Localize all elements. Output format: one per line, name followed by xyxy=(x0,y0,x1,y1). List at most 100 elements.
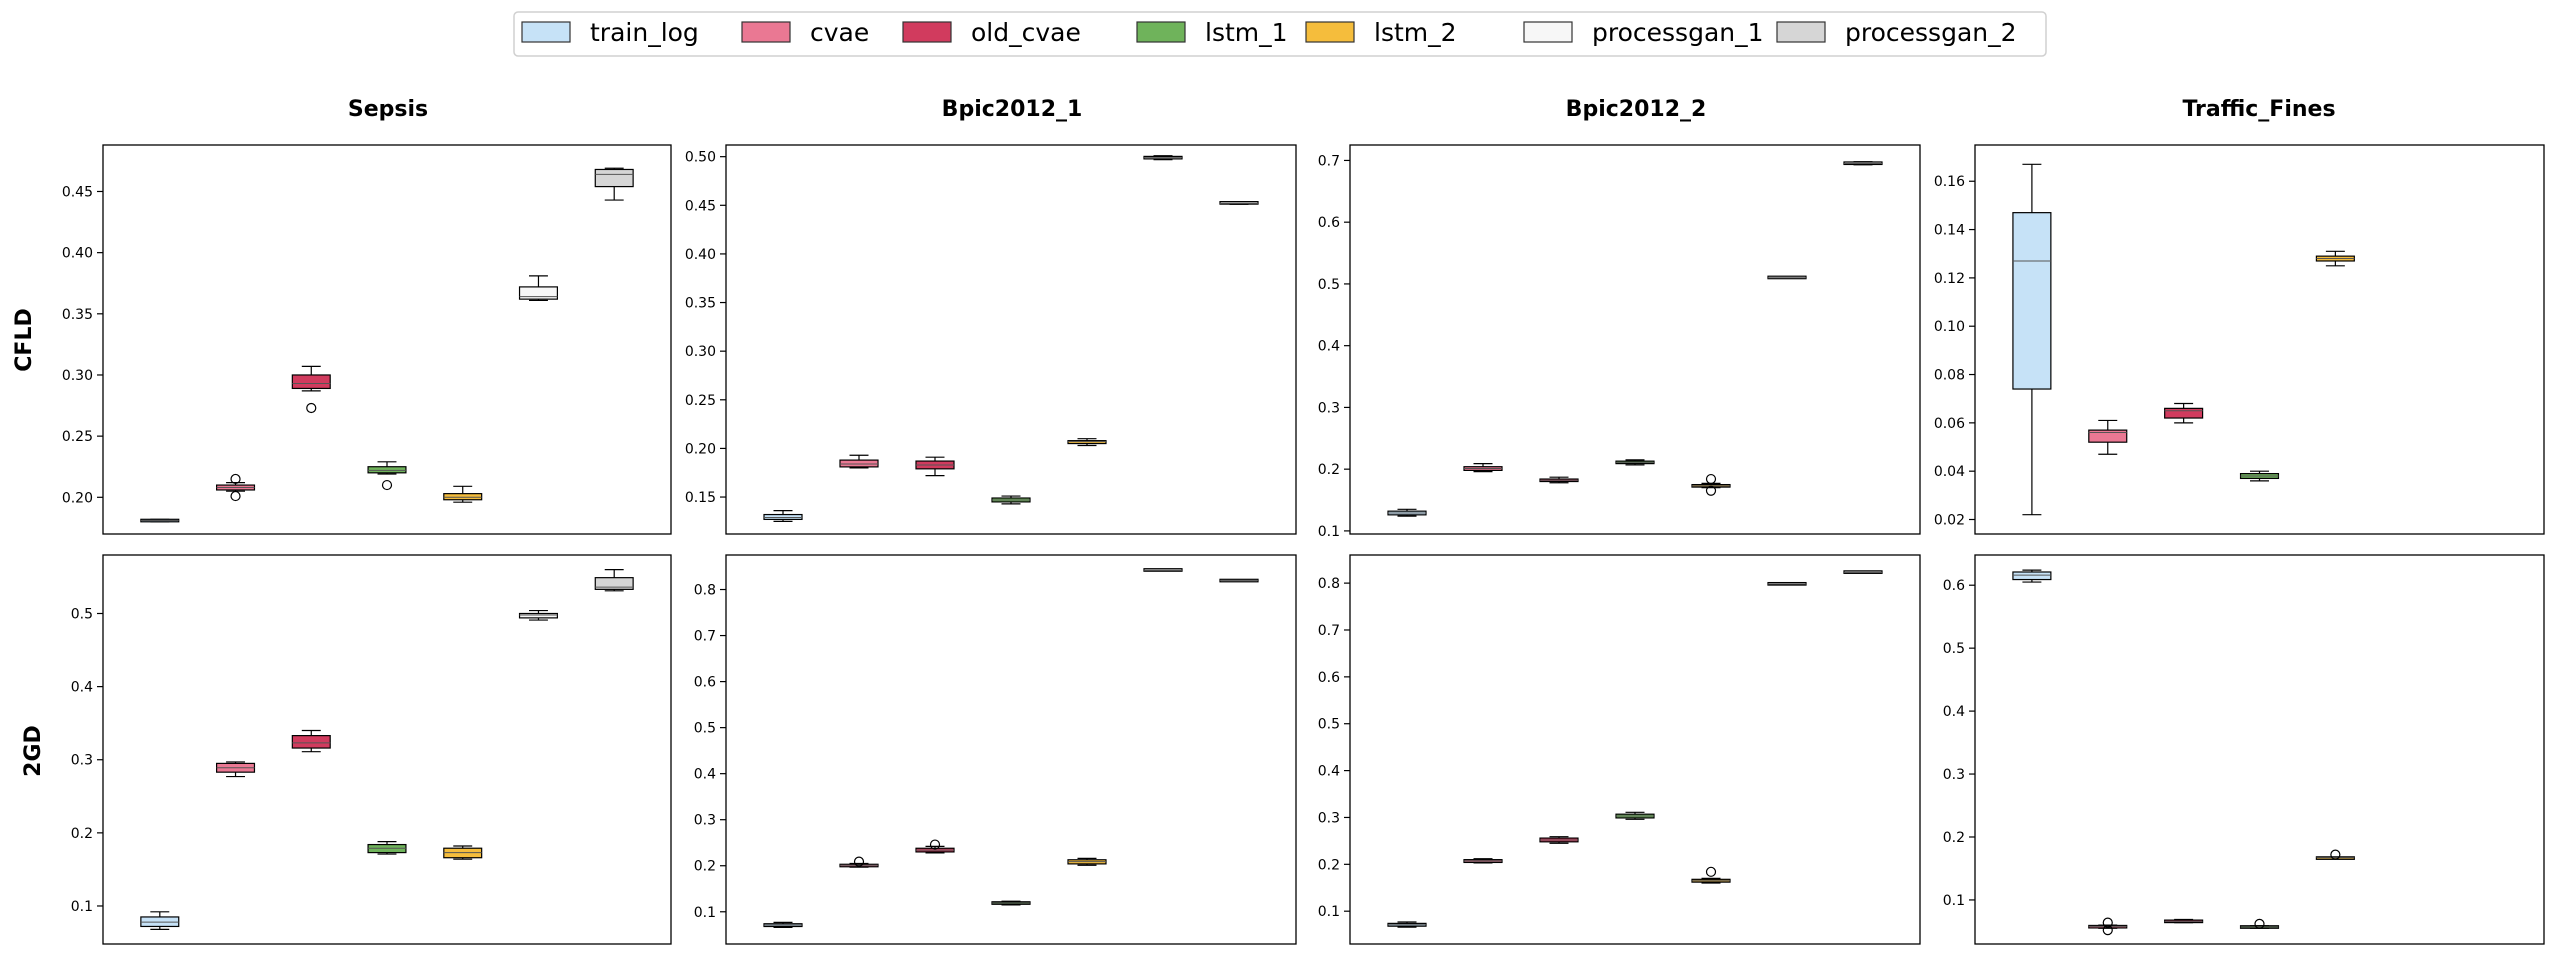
y-tick-label: 0.4 xyxy=(694,767,716,783)
outlier-point xyxy=(1705,485,1717,496)
y-tick-label: 0.25 xyxy=(62,429,93,445)
outlier-point xyxy=(1705,473,1717,485)
panel-frame xyxy=(102,144,672,535)
box-lstm-2 xyxy=(443,485,483,503)
box-lstm-1 xyxy=(1615,811,1655,820)
box-cvae xyxy=(2088,917,2128,936)
y-tick-label: 0.35 xyxy=(62,307,93,323)
box-processgan-2 xyxy=(1843,161,1883,166)
y-tick-label: 0.2 xyxy=(1318,462,1340,478)
iqr-box xyxy=(443,493,483,501)
box-cvae xyxy=(216,473,256,502)
panel-frame xyxy=(1974,554,2545,945)
y-tick-label: 0.8 xyxy=(694,583,716,599)
y-tick-label: 0.04 xyxy=(1934,464,1965,480)
legend-item-old-cvae: old_cvae xyxy=(902,18,1081,47)
y-tick-label: 0.5 xyxy=(1943,641,1965,657)
y-tick-label: 0.1 xyxy=(1318,524,1340,540)
box-train-log xyxy=(2012,163,2052,516)
box-lstm-1 xyxy=(1615,459,1655,466)
box-lstm-1 xyxy=(367,461,407,491)
row-title-cfld: CFLD xyxy=(12,308,37,371)
legend-label: lstm_2 xyxy=(1374,18,1457,47)
panel-2gd-bpic2012-2: 0.1 0.2 0.3 0.4 0.5 0.6 0.7 0.8 xyxy=(1318,554,1921,945)
y-tick-label: 0.40 xyxy=(62,246,93,262)
outlier-point xyxy=(230,490,241,502)
y-tick-label: 0.5 xyxy=(1318,277,1340,293)
iqr-box xyxy=(2088,429,2128,443)
box-lstm-1 xyxy=(991,495,1031,505)
y-tick-label: 0.3 xyxy=(1943,767,1965,783)
y-tick-label: 0.08 xyxy=(1934,368,1965,384)
y-tick-label: 0.7 xyxy=(1318,623,1340,639)
legend-label: processgan_1 xyxy=(1592,18,1764,47)
y-tick-label: 0.1 xyxy=(694,905,716,921)
outlier-point xyxy=(2102,925,2113,936)
column-title-traffic-fines: Traffic_Fines xyxy=(2182,97,2335,122)
y-tick-label: 0.40 xyxy=(685,247,716,263)
box-train-log xyxy=(1387,921,1427,928)
outlier-point xyxy=(853,856,865,867)
legend-label: lstm_1 xyxy=(1205,18,1288,47)
iqr-box xyxy=(518,286,558,300)
legend-label: train_log xyxy=(590,18,699,47)
legend-swatch xyxy=(1305,21,1355,43)
panel-frame xyxy=(725,554,1297,945)
y-tick-label: 0.16 xyxy=(1934,174,1965,190)
y-tick-label: 0.5 xyxy=(694,721,716,737)
outlier-point xyxy=(2330,849,2341,860)
box-processgan-2 xyxy=(1219,201,1259,205)
box-train-log xyxy=(763,510,803,522)
box-processgan-1 xyxy=(518,609,558,621)
column-titles: Sepsis Bpic2012_1 Bpic2012_2 Traffic_Fin… xyxy=(348,97,2336,122)
panel-frame xyxy=(1349,144,1921,535)
box-lstm-2 xyxy=(2315,250,2355,267)
y-tick-label: 0.6 xyxy=(1318,215,1340,231)
outlier-point xyxy=(2254,918,2265,929)
box-old-cvae xyxy=(1539,476,1579,484)
y-tick-label: 0.3 xyxy=(694,813,716,829)
y-tick-label: 0.50 xyxy=(685,150,716,166)
panel-2gd-traffic-fines: 0.1 0.2 0.3 0.4 0.5 0.6 xyxy=(1943,554,2545,945)
legend-item-lstm-2: lstm_2 xyxy=(1305,18,1457,47)
box-cvae xyxy=(1463,858,1503,864)
outlier-point xyxy=(1705,866,1717,877)
y-tick-label: 0.1 xyxy=(1943,893,1965,909)
y-tick-label: 0.5 xyxy=(71,606,93,622)
box-processgan-1 xyxy=(1767,581,1807,586)
y-tick-label: 0.6 xyxy=(694,675,716,691)
box-processgan-1 xyxy=(1767,275,1807,280)
iqr-box xyxy=(291,374,331,390)
box-lstm-1 xyxy=(991,900,1031,906)
box-processgan-1 xyxy=(1143,568,1183,572)
panel-2gd-bpic2012-1: 0.1 0.2 0.3 0.4 0.5 0.6 0.7 0.8 xyxy=(694,554,1297,945)
y-tick-label: 0.2 xyxy=(1943,830,1965,846)
box-lstm-2 xyxy=(443,845,483,860)
y-tick-label: 0.15 xyxy=(685,490,716,506)
outlier-point xyxy=(230,473,241,485)
box-processgan-1 xyxy=(1143,155,1183,161)
y-tick-label: 0.4 xyxy=(1318,764,1340,780)
y-tick-label: 0.4 xyxy=(1943,704,1965,720)
y-tick-label: 0.45 xyxy=(685,198,716,214)
y-tick-label: 0.3 xyxy=(1318,400,1340,416)
legend-swatch xyxy=(1523,21,1573,43)
iqr-box xyxy=(594,577,634,590)
box-processgan-2 xyxy=(1219,578,1259,583)
legend-item-cvae: cvae xyxy=(741,18,869,47)
legend-swatch xyxy=(521,21,571,43)
panels: 0.200.250.300.350.400.450.150.200.250.30… xyxy=(62,144,2545,945)
legend-swatch xyxy=(741,21,791,43)
box-old-cvae xyxy=(291,365,331,414)
y-tick-label: 0.25 xyxy=(685,393,716,409)
y-tick-label: 0.6 xyxy=(1943,578,1965,594)
outlier-point xyxy=(306,402,317,414)
box-train-log xyxy=(763,921,803,929)
y-tick-label: 0.35 xyxy=(685,296,716,312)
y-tick-label: 0.3 xyxy=(1318,810,1340,826)
panel-cfld-sepsis: 0.20 0.25 0.30 0.35 0.40 0.45 xyxy=(62,144,672,535)
box-lstm-1 xyxy=(2239,918,2280,929)
box-processgan-1 xyxy=(518,275,558,301)
outlier-point xyxy=(381,479,393,491)
